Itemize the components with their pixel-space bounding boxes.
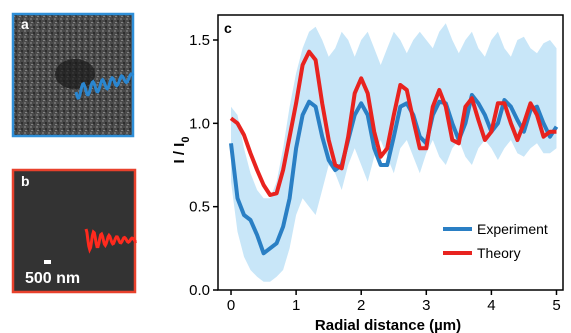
legend: Experiment Theory [443,221,548,261]
y-axis-label-subscript: 0 [180,137,192,143]
y-axis-label: I / I0 [171,137,192,164]
x-tick-label: 3 [422,297,430,314]
panel-a: a [11,12,135,138]
y-tick-label: 1.0 [189,115,210,132]
panel-c-chart: 0 1 2 3 4 5 0.0 0.5 1.0 1.5 c Radial distance (µ… [171,14,564,333]
panel-b-letter: b [21,173,30,189]
y-tick-label: 0.5 [189,199,210,216]
y-axis-label-main: I / I [171,143,188,164]
y-tick-label: 1.5 [189,32,210,49]
panel-b-scalebar [44,260,51,264]
x-tick-label: 0 [227,297,235,314]
plot-frame [217,14,564,291]
panel-b-border [11,168,137,294]
x-tick-label: 1 [292,297,300,314]
panel-b-intensity-trace [84,228,137,254]
x-tick-label: 4 [487,297,495,314]
legend-label-experiment: Experiment [477,221,548,237]
y-axis-ticks: 0.0 0.5 1.0 1.5 [189,32,218,299]
x-tick-label: 2 [357,297,365,314]
uncertainty-band [231,23,557,282]
panel-a-letter: a [21,16,29,32]
panel-c-letter: c [224,20,232,36]
panel-b-background [13,170,135,292]
series-line-theory [229,49,557,197]
panel-a-intensity-trace [74,72,135,100]
panel-b-scalebar-label: 500 nm [25,270,80,287]
x-axis-label: Radial distance (µm) [315,317,461,333]
panel-a-dark-spot [55,59,95,89]
panel-b: 500 nm b [11,168,137,294]
x-tick-label: 5 [552,297,560,314]
series-line-experiment [229,93,559,256]
x-axis-ticks: 0 1 2 3 4 5 [227,290,561,314]
legend-label-theory: Theory [477,245,521,261]
y-tick-label: 0.0 [189,282,210,299]
